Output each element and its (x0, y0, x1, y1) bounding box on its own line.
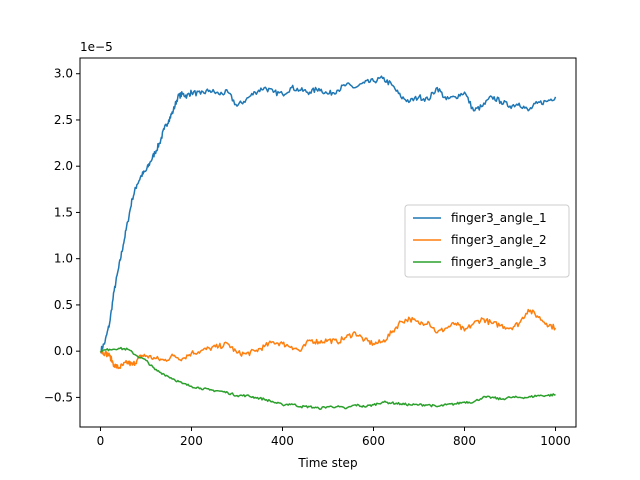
series-line-finger3_angle_2 (99, 308, 557, 370)
y-tick-label: 1.0 (54, 252, 73, 266)
x-axis-label: Time step (297, 456, 357, 470)
y-tick-label: 3.0 (54, 67, 73, 81)
y-tick-label: 0.0 (54, 344, 73, 358)
legend-entry-label: finger3_angle_1 (451, 211, 547, 225)
y-tick-label: 1.5 (54, 205, 73, 219)
x-axis: 0 200 400 600 800 1000 (97, 427, 571, 448)
y-tick-label: 2.5 (54, 113, 73, 127)
y-axis: −0.5 0.0 0.5 1.0 1.5 2.0 2.5 3.0 (44, 67, 80, 404)
y-tick-label: 2.0 (54, 159, 73, 173)
plot-area (99, 75, 557, 411)
legend-entry-label: finger3_angle_2 (451, 233, 547, 247)
legend-box (404, 204, 570, 278)
legend: finger3_angle_1 finger3_angle_2 finger3_an… (404, 204, 570, 278)
legend-entry-label: finger3_angle_3 (451, 255, 547, 269)
x-tick-label: 1000 (540, 434, 571, 448)
series-line-finger3_angle_1 (99, 75, 557, 354)
series-line-finger3_angle_3 (100, 346, 556, 411)
x-tick-label: 800 (453, 434, 476, 448)
x-tick-label: 400 (271, 434, 294, 448)
y-tick-label: 0.5 (54, 298, 73, 312)
x-tick-label: 0 (97, 434, 105, 448)
x-tick-label: 200 (180, 434, 203, 448)
y-tick-label: −0.5 (44, 390, 73, 404)
y-offset-label: 1e−5 (80, 40, 113, 54)
x-tick-label: 600 (362, 434, 385, 448)
axes-frame (79, 57, 577, 428)
